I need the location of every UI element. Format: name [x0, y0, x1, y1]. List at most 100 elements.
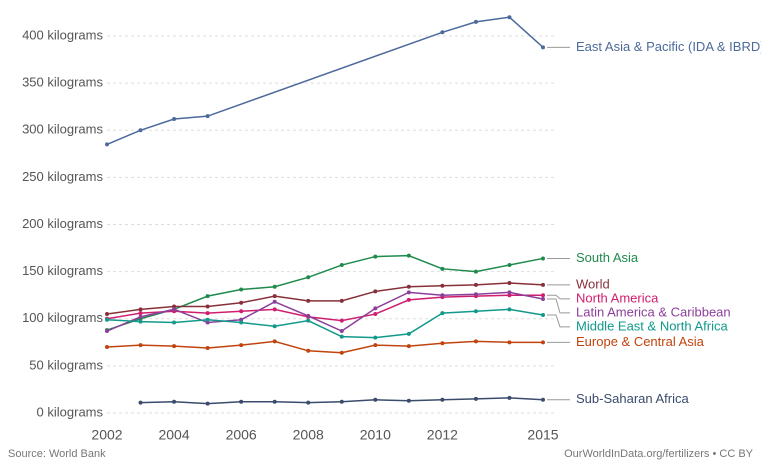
- point: [339, 318, 344, 323]
- point: [306, 275, 311, 280]
- y-tick-label: 400 kilograms: [22, 27, 103, 42]
- point: [339, 329, 344, 334]
- legend-label: South Asia: [576, 250, 639, 265]
- x-tick-label: 2012: [427, 427, 458, 443]
- point: [440, 266, 445, 271]
- point: [473, 396, 478, 401]
- point: [541, 340, 545, 345]
- point: [440, 293, 445, 298]
- x-tick-label: 2002: [91, 427, 122, 443]
- point: [473, 269, 478, 274]
- point: [306, 400, 311, 405]
- point: [473, 19, 478, 24]
- point: [138, 314, 143, 319]
- point: [541, 312, 545, 317]
- leader-line: [547, 298, 570, 314]
- point: [339, 350, 344, 355]
- point: [373, 335, 378, 340]
- point: [306, 318, 311, 323]
- point: [272, 399, 277, 404]
- point: [541, 397, 545, 402]
- point: [172, 304, 177, 309]
- leader-line: [547, 294, 570, 300]
- series-line: [106, 16, 544, 146]
- x-tick-label: 2010: [360, 427, 391, 443]
- point: [507, 395, 512, 400]
- y-tick-label: 0 kilograms: [37, 404, 104, 419]
- legend-label: World: [576, 276, 610, 291]
- point: [406, 284, 411, 289]
- point: [172, 344, 177, 349]
- point: [406, 398, 411, 403]
- point: [507, 307, 512, 312]
- y-tick-label: 350 kilograms: [22, 75, 103, 90]
- series-line: [106, 291, 544, 332]
- point: [507, 263, 512, 268]
- point: [138, 307, 143, 312]
- point: [541, 282, 545, 287]
- point: [239, 300, 244, 305]
- point: [507, 340, 512, 345]
- point: [239, 343, 244, 348]
- point: [272, 307, 277, 312]
- point: [172, 116, 177, 121]
- x-tick-label: 2006: [226, 427, 257, 443]
- point: [406, 331, 411, 336]
- point: [541, 293, 545, 298]
- series-line: [106, 308, 544, 339]
- point: [239, 309, 244, 314]
- legend-label: Sub-Saharan Africa: [576, 391, 690, 406]
- point: [138, 128, 143, 133]
- point: [440, 311, 445, 316]
- point: [306, 298, 311, 303]
- point: [507, 280, 512, 285]
- point: [339, 263, 344, 268]
- point: [473, 339, 478, 344]
- point: [138, 343, 143, 348]
- point: [205, 401, 210, 406]
- legend-label: East Asia & Pacific (IDA & IBRD): [576, 39, 761, 54]
- point: [507, 15, 512, 20]
- point: [440, 397, 445, 402]
- source: Source: World Bank: [8, 448, 106, 460]
- point: [105, 329, 109, 334]
- point: [440, 30, 445, 35]
- point: [138, 400, 143, 405]
- legend-label: Latin America & Caribbean: [576, 304, 731, 319]
- point: [373, 306, 378, 311]
- point: [138, 319, 143, 324]
- point: [239, 287, 244, 292]
- point: [306, 313, 311, 318]
- point: [473, 309, 478, 314]
- point: [440, 341, 445, 346]
- point: [205, 304, 210, 309]
- point: [205, 294, 210, 299]
- point: [440, 283, 445, 288]
- point: [406, 297, 411, 302]
- point: [373, 397, 378, 402]
- point: [339, 334, 344, 339]
- point: [239, 399, 244, 404]
- point: [205, 114, 210, 119]
- point: [373, 343, 378, 348]
- point: [272, 299, 277, 304]
- y-tick-label: 300 kilograms: [22, 122, 103, 137]
- x-tick-label: 2015: [527, 427, 558, 443]
- point: [272, 324, 277, 329]
- point: [105, 317, 109, 322]
- point: [339, 298, 344, 303]
- point: [205, 345, 210, 350]
- point: [507, 293, 512, 298]
- point: [272, 339, 277, 344]
- series-line: [106, 294, 543, 322]
- point: [205, 311, 210, 316]
- x-tick-label: 2004: [158, 427, 189, 443]
- point: [205, 317, 210, 322]
- x-tick-label: 2008: [293, 427, 324, 443]
- legend-label: Middle East & North Africa: [576, 318, 728, 333]
- point: [105, 142, 109, 147]
- point: [473, 282, 478, 287]
- y-tick-label: 250 kilograms: [22, 169, 103, 184]
- y-tick-label: 200 kilograms: [22, 216, 103, 231]
